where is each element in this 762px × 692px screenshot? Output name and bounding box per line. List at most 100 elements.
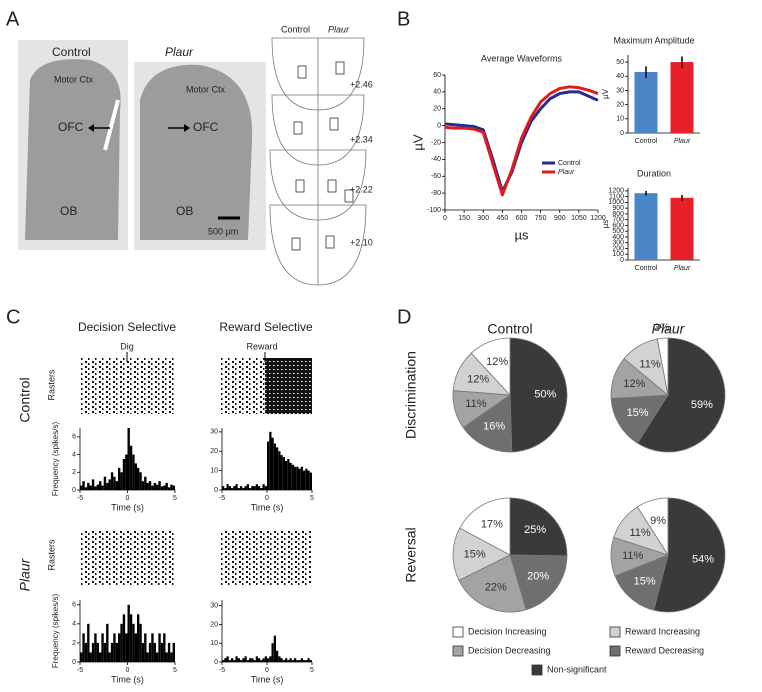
y-tick-label: 0 — [620, 130, 624, 137]
panel-label: D — [397, 306, 411, 328]
histogram-bar — [94, 486, 97, 490]
slice-label: 15% — [464, 548, 486, 560]
x-tick-label: Control — [635, 265, 658, 272]
x-tick-label: 0 — [265, 495, 269, 502]
histogram-bar — [127, 428, 130, 490]
bar — [634, 72, 658, 133]
chart-title: Average Waveforms — [481, 53, 563, 63]
legend-swatch — [609, 645, 621, 657]
histogram-bar — [269, 656, 272, 662]
panel-label: B — [397, 8, 410, 30]
y-tick-label: 0 — [72, 487, 76, 494]
histogram-bar — [276, 447, 279, 490]
y-tick-label: -60 — [431, 173, 441, 180]
y-tick-label: 2 — [72, 640, 76, 647]
slice-label: 12% — [467, 374, 489, 386]
x-tick-label: 0 — [126, 495, 130, 502]
legend-label: Decision Increasing — [468, 626, 547, 636]
histogram-bar — [264, 656, 267, 662]
histogram-bar — [170, 652, 173, 662]
y-tick-label: 30 — [616, 87, 624, 94]
column-title: Plaur — [652, 321, 686, 337]
panel-label: A — [6, 8, 20, 30]
histogram-bar — [158, 481, 161, 490]
histogram-bar — [167, 487, 171, 490]
histogram-bar — [231, 488, 234, 490]
schematics — [269, 37, 367, 286]
histogram-bar — [226, 656, 229, 662]
y-tick-label: 10 — [210, 467, 218, 474]
histogram-bar — [246, 484, 249, 490]
y-tick-label: 50 — [616, 59, 624, 66]
histogram-bar — [87, 482, 90, 490]
histogram-bar — [120, 623, 123, 662]
y-tick-label: 500 — [612, 228, 624, 235]
histogram-bar — [80, 652, 83, 662]
raster — [80, 358, 175, 414]
y-tick-label: 2 — [72, 469, 76, 476]
y-tick-label: 700 — [612, 217, 624, 224]
x-axis-label: µs — [515, 227, 529, 242]
legend-label: Reward Decreasing — [625, 645, 704, 655]
histogram-bar — [115, 642, 118, 662]
histogram-bar — [127, 604, 130, 662]
y-tick-label: 400 — [612, 234, 624, 241]
histogram-bar — [141, 642, 145, 662]
y-tick-label: 4 — [72, 621, 76, 628]
y-tick-label: 20 — [433, 106, 441, 113]
brain-section — [25, 59, 121, 240]
bar — [670, 197, 694, 260]
row-label: Control — [17, 377, 33, 422]
pie-slice — [509, 554, 568, 611]
histogram-bar — [94, 633, 97, 662]
label: Motor Ctx — [186, 84, 226, 94]
histogram-bar — [99, 652, 102, 662]
arrowhead — [184, 124, 190, 132]
slice-label: 9% — [650, 515, 666, 527]
x-tick-label: 750 — [535, 215, 547, 222]
x-tick-label: 150 — [458, 215, 470, 222]
histogram-bar — [91, 642, 95, 662]
x-tick-label: -5 — [219, 495, 225, 502]
raster — [220, 530, 312, 586]
histogram-bar — [226, 484, 229, 490]
histogram-bar — [298, 468, 301, 490]
histogram-bar — [113, 476, 116, 490]
y-tick-label: 10 — [616, 116, 624, 123]
x-axis-label: Time (s) — [111, 502, 144, 512]
histogram-bar — [267, 658, 270, 662]
slice-label: 11% — [629, 527, 650, 539]
histogram-bar — [273, 443, 276, 490]
histogram-bar — [106, 482, 109, 490]
histogram-bar — [303, 660, 306, 662]
histogram-bar — [222, 486, 225, 490]
panel-label: C — [6, 306, 20, 328]
y-tick-label: 0 — [437, 122, 441, 129]
histogram-bar — [258, 486, 261, 490]
legend-label: Plaur — [558, 169, 575, 176]
histogram-bar — [82, 633, 85, 662]
histogram-bar — [289, 658, 292, 662]
y-tick-label: 6 — [72, 602, 76, 609]
histogram-bar — [242, 658, 245, 662]
slice-label: 16% — [483, 420, 505, 432]
histogram-bar — [253, 486, 256, 490]
histogram-bar — [296, 660, 299, 662]
label: Control — [52, 45, 91, 59]
y-axis-label: µs — [601, 220, 610, 229]
histogram-bar — [148, 481, 152, 490]
histogram-bar — [251, 486, 254, 490]
histogram-bar — [294, 466, 297, 490]
slice-label: 22% — [485, 581, 507, 593]
y-tick-label: -100 — [427, 207, 441, 214]
histogram-bar — [235, 484, 238, 490]
histogram-bar — [260, 488, 263, 490]
label: Motor Ctx — [54, 74, 94, 84]
histogram-bar — [153, 482, 156, 490]
histogram-bar — [278, 451, 281, 490]
y-tick-label: -80 — [431, 190, 441, 197]
histogram-bar — [137, 467, 140, 490]
histogram-bar — [305, 660, 308, 662]
y-tick-label: 40 — [616, 73, 624, 80]
